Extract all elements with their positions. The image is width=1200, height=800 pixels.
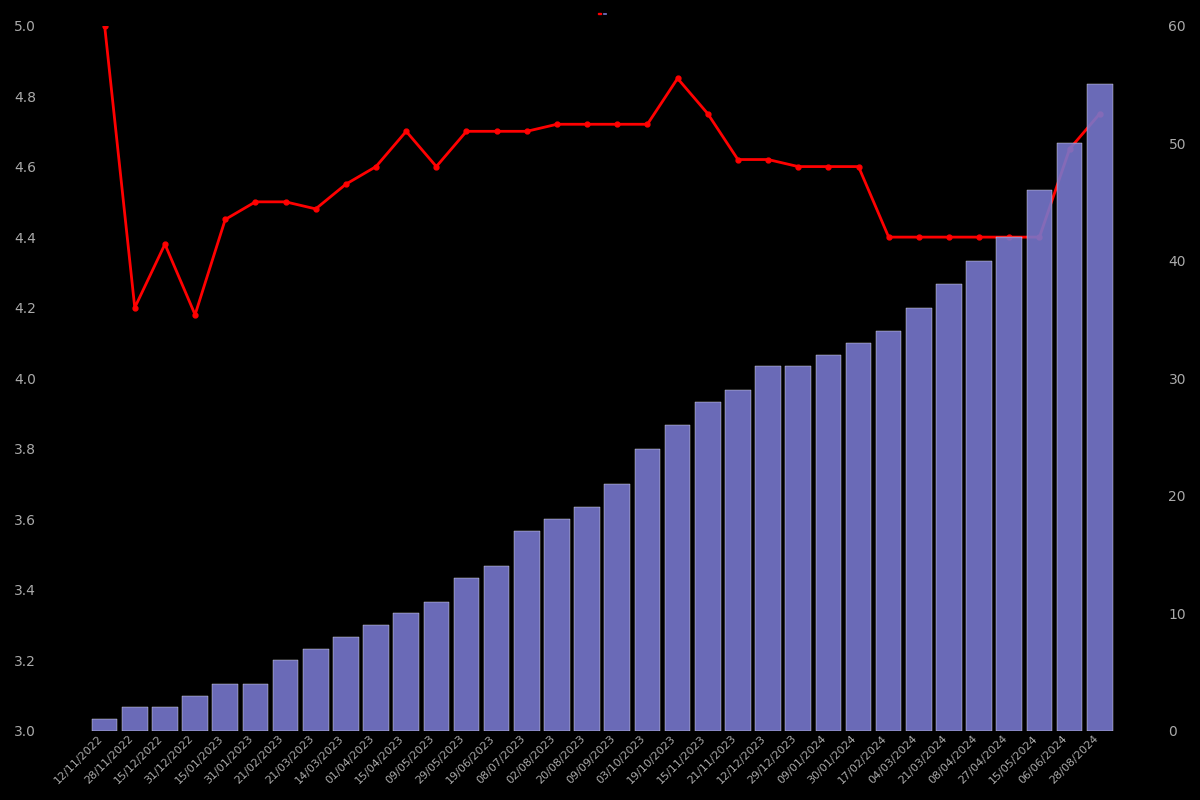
Bar [816, 354, 841, 731]
Bar [966, 261, 992, 731]
Bar [544, 519, 570, 731]
Bar [364, 625, 389, 731]
Bar [212, 684, 238, 731]
Bar [91, 719, 118, 731]
Bar [394, 614, 419, 731]
Bar [242, 684, 269, 731]
Bar [152, 707, 178, 731]
Bar [1057, 143, 1082, 731]
Bar [454, 578, 479, 731]
Bar [122, 707, 148, 731]
Bar [1027, 190, 1052, 731]
Bar [575, 507, 600, 731]
Bar [996, 237, 1022, 731]
Bar [635, 449, 660, 731]
Bar [665, 425, 690, 731]
Legend: , : , [598, 12, 606, 14]
Bar [484, 566, 510, 731]
Bar [424, 602, 449, 731]
Bar [302, 649, 329, 731]
Bar [695, 402, 720, 731]
Bar [182, 695, 208, 731]
Bar [936, 284, 962, 731]
Bar [334, 637, 359, 731]
Bar [785, 366, 811, 731]
Bar [755, 366, 781, 731]
Bar [514, 531, 540, 731]
Bar [725, 390, 751, 731]
Bar [876, 331, 901, 731]
Bar [906, 308, 931, 731]
Bar [846, 343, 871, 731]
Bar [272, 660, 299, 731]
Bar [605, 484, 630, 731]
Bar [1087, 84, 1112, 731]
